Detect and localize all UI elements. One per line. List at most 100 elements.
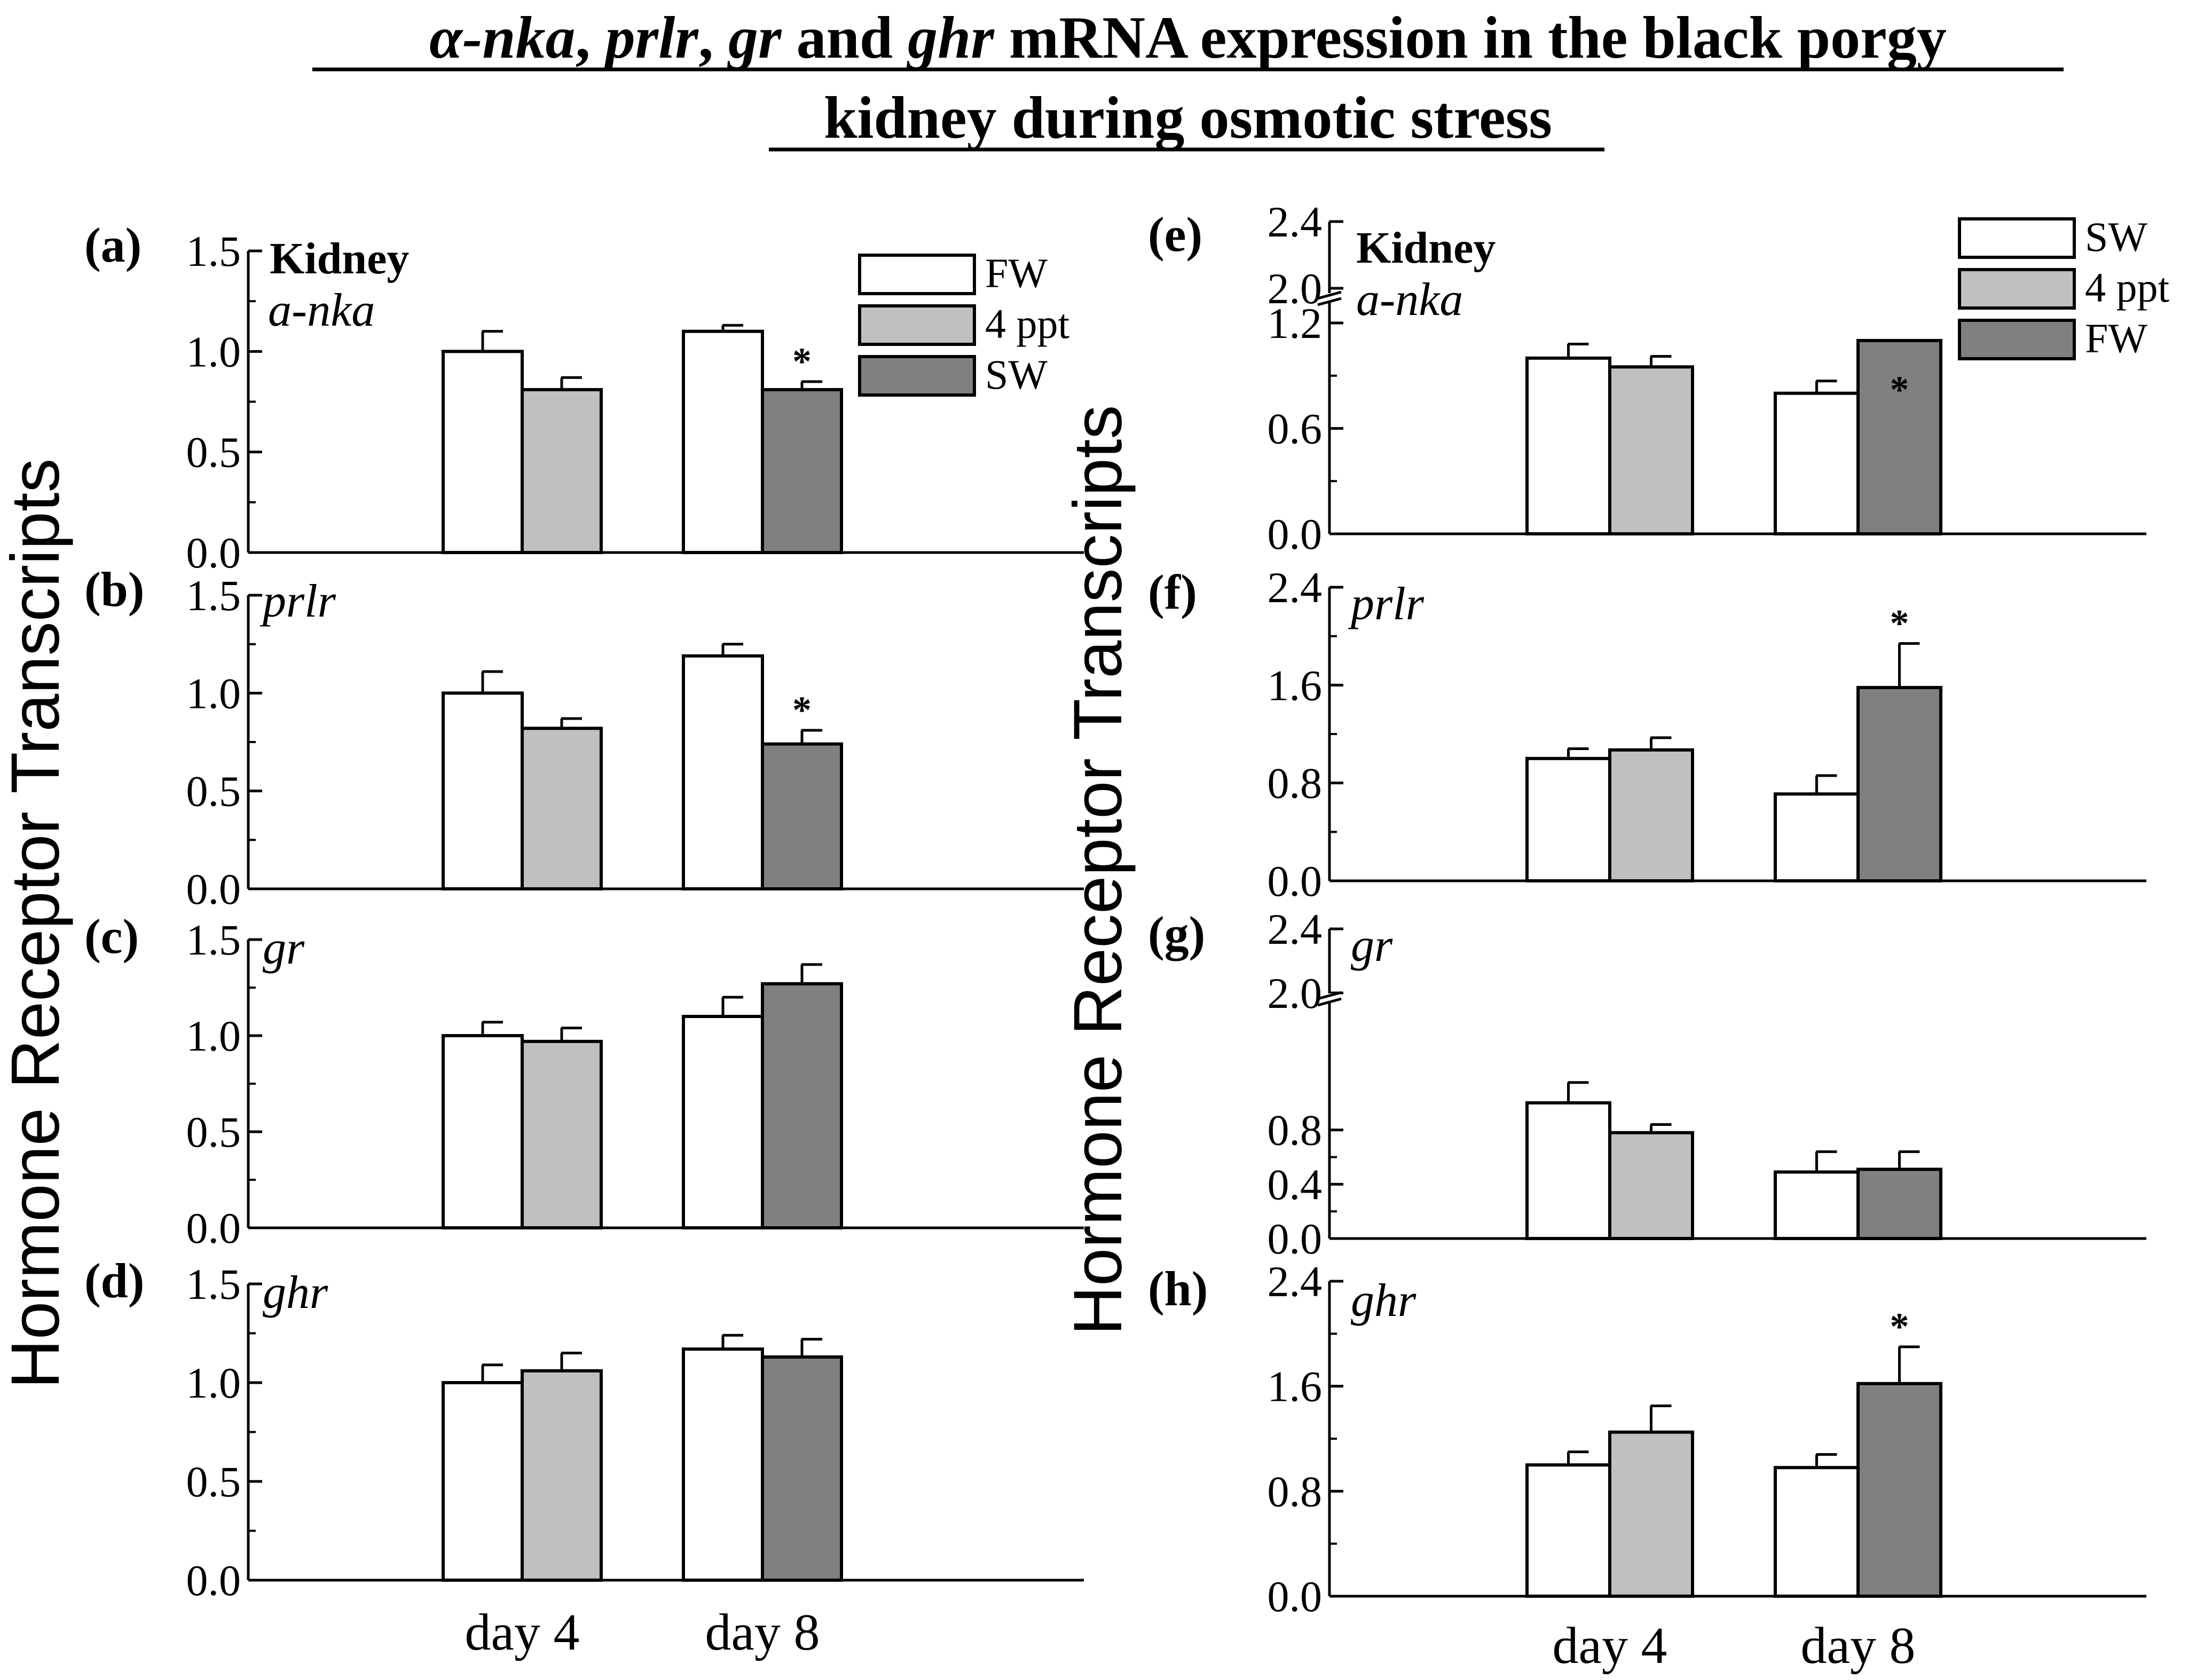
bar-FW-day-8 [682,1015,764,1229]
y-tick-label: 0.0 [1268,1572,1323,1621]
legend-swatch [858,355,976,397]
bar-FW-day-8 [682,654,764,890]
panel-b: 0.0 0.5 1.0 1.5 (b) prlr * [84,562,1084,913]
bar-SW-day-4 [1525,756,1611,883]
y-tick-label: 2.0 [1268,969,1323,1018]
figure-title: α-nka, prlr, gr and ghr mRNA expression … [312,5,2064,152]
x-category-label: day 8 [705,1604,820,1661]
gene-label: gr [263,922,305,974]
tissue-label: Kidney [270,234,409,283]
y-tick-label: 1.0 [186,1359,241,1407]
bar-SW-day-4 [1525,1101,1611,1240]
bar-4-ppt-day-4 [1608,1430,1694,1598]
panel-label: (c) [84,909,139,964]
y-tick-label: 2.4 [1268,563,1323,612]
significance-marker: * [1890,368,1909,411]
x-category-label: day 4 [465,1604,580,1661]
y-tick-label: 1.2 [1268,299,1323,348]
legend-swatch [858,254,976,295]
y-tick-label: 0.0 [186,529,241,577]
bar-4-ppt-day-4 [521,1369,603,1582]
bar-4-ppt-day-4 [521,388,603,555]
legend-swatch [858,304,976,346]
axis-break-mark [1317,997,1342,1007]
panel-label: (f) [1148,565,1197,619]
significance-marker: * [792,689,812,731]
panel-f: 0.0 0.8 1.6 2.4 (f) prlr * [1148,563,2146,905]
y-tick-label: 2.4 [1268,198,1323,246]
title-sep-3: and [782,5,908,71]
bar-SW-day-8 [761,388,843,555]
bar-FW-day-8 [682,1347,764,1582]
y-tick-label: 0.4 [1268,1160,1323,1209]
bar-SW-day-8 [761,1355,843,1582]
y-tick-label: 0.8 [1268,759,1323,808]
axis-break-mark [1317,297,1342,306]
significance-marker: * [1890,602,1909,644]
panel-label: (b) [84,562,144,617]
bar-SW-day-8 [1774,792,1860,882]
panel-label: (h) [1148,1261,1208,1316]
panel-label: (d) [84,1253,144,1308]
bar-FW-day-8 [1856,1168,1942,1240]
y-tick-label: 0.8 [1268,1467,1323,1516]
bar-SW-day-8 [761,982,843,1230]
legend-label: 4 ppt [985,301,1070,347]
title-gene-ghr: ghr [906,5,995,71]
panel-label: (a) [84,218,141,272]
legend-label: SW [2085,214,2147,260]
bar-4-ppt-day-4 [1608,1131,1694,1240]
y-tick-label: 0.5 [186,428,241,477]
y-tick-label: 2.4 [1268,905,1323,953]
y-axis-label-right: Hormone Receptor Transcripts [1060,405,1136,1336]
gene-label: gr [1351,920,1393,972]
bar-SW-day-8 [1774,391,1860,536]
axis-break-mark [1317,290,1342,300]
y-tick-label: 1.5 [186,227,241,275]
title-rest: mRNA expression in the black porgy [994,5,1947,71]
y-tick-label: 1.6 [1268,661,1323,709]
legend-label: FW [2085,315,2147,361]
panel-label: (g) [1148,906,1205,961]
bar-FW-day-4 [442,350,524,554]
y-tick-label: 1.5 [186,916,241,964]
panel-h: 0.0 0.8 1.6 2.4 (h) ghr * [1148,1257,2146,1621]
legend-label: 4 ppt [2085,264,2170,311]
gene-label: a-nka [268,285,375,336]
y-tick-label: 1.0 [186,327,241,376]
title-sep-1: , [576,5,605,71]
bar-FW-day-4 [442,1034,524,1229]
y-tick-label: 0.0 [1268,857,1323,905]
panels: 0.00.51.01.5(a) Kidneya-nka*0.00.51.01.5(… [84,198,2170,1675]
bar-SW-day-4 [1525,1463,1611,1598]
bar-SW-day-8 [761,742,843,890]
y-tick-label: 1.6 [1268,1362,1323,1411]
bar-FW-day-8 [1856,685,1942,882]
y-tick-label: 1.0 [186,669,241,717]
legend-label: FW [985,250,1048,296]
significance-marker: * [1890,1305,1909,1348]
y-tick-label: 1.5 [186,571,241,620]
y-tick-label: 0.0 [1268,510,1323,558]
bar-4-ppt-day-4 [521,1039,603,1230]
y-tick-label: 0.6 [1268,405,1323,453]
y-tick-label: 0.5 [186,1108,241,1156]
legend-swatch [1958,217,2076,259]
title-line-2: kidney during osmotic stress [824,85,1552,151]
bar-FW-day-8 [1856,338,1942,536]
title-gene-anka: α-nka [429,5,576,71]
gene-label: a-nka [1356,274,1463,326]
y-tick-label: 0.5 [186,1457,241,1506]
axis-break-mark [1317,991,1342,1000]
legend-label: SW [985,351,1048,398]
panel-c: 0.0 0.5 1.0 1.5 (c) gr [84,909,1084,1252]
bar-SW-day-4 [1525,356,1611,535]
gene-label: ghr [1351,1275,1416,1327]
legend-swatch [1958,319,2076,360]
gene-label: prlr [1348,578,1424,630]
title-sep-2: , [698,5,728,71]
